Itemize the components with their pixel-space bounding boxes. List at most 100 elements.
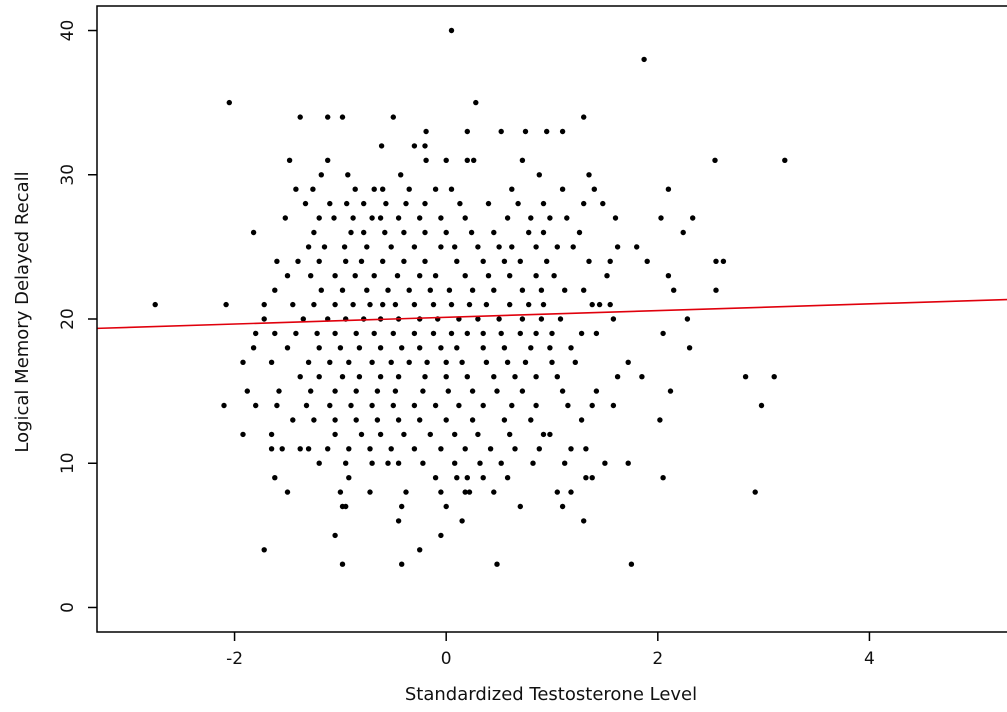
data-point xyxy=(771,374,777,380)
data-point xyxy=(667,388,674,394)
data-point xyxy=(589,475,595,481)
data-point xyxy=(364,244,370,250)
data-point xyxy=(614,244,621,250)
data-point xyxy=(332,388,338,394)
data-point xyxy=(660,475,666,481)
data-point xyxy=(369,215,375,221)
data-point xyxy=(424,359,430,365)
data-point xyxy=(512,446,518,452)
data-point xyxy=(568,446,574,452)
data-point xyxy=(332,301,338,308)
data-point xyxy=(374,388,381,394)
data-point xyxy=(310,186,316,192)
data-point xyxy=(327,402,333,409)
data-point xyxy=(614,374,621,380)
data-point xyxy=(279,446,285,452)
data-point xyxy=(377,345,384,351)
data-point xyxy=(554,489,560,495)
data-point xyxy=(540,200,547,207)
data-point xyxy=(367,301,373,308)
data-point xyxy=(462,489,468,495)
data-point xyxy=(293,330,299,337)
data-point xyxy=(346,475,352,481)
data-point xyxy=(559,186,566,192)
data-point xyxy=(454,475,460,481)
data-point xyxy=(152,301,158,308)
data-point xyxy=(671,287,677,293)
data-point xyxy=(456,402,462,409)
data-point xyxy=(713,258,719,264)
x-tick-label: 2 xyxy=(652,649,663,669)
data-point xyxy=(469,417,476,423)
data-point xyxy=(411,402,418,409)
data-point xyxy=(369,402,375,409)
data-point xyxy=(382,229,388,236)
data-point xyxy=(378,143,385,149)
data-point xyxy=(469,287,476,293)
data-point xyxy=(311,301,317,308)
data-point xyxy=(501,417,508,423)
data-point xyxy=(782,157,788,163)
data-point xyxy=(459,359,465,365)
data-point xyxy=(720,258,727,264)
data-point xyxy=(485,200,492,207)
data-point xyxy=(332,273,338,279)
data-point xyxy=(332,417,338,423)
data-point xyxy=(406,359,412,365)
data-point xyxy=(353,388,359,394)
data-point xyxy=(466,489,473,495)
data-point xyxy=(392,388,399,394)
data-point xyxy=(344,200,350,207)
data-point xyxy=(625,460,631,466)
y-tick-label: 10 xyxy=(58,452,78,474)
data-point xyxy=(586,258,592,264)
data-point xyxy=(348,229,354,236)
data-point xyxy=(480,330,486,337)
data-point xyxy=(380,301,386,308)
data-point xyxy=(350,215,356,221)
data-point xyxy=(522,359,529,365)
data-point xyxy=(593,330,600,337)
data-point xyxy=(457,200,463,207)
data-point xyxy=(377,374,384,380)
data-point xyxy=(628,561,635,567)
data-point xyxy=(454,345,460,351)
data-point xyxy=(610,402,617,409)
data-point xyxy=(625,359,631,365)
data-point xyxy=(272,330,278,337)
data-point xyxy=(483,301,490,308)
data-point xyxy=(240,359,246,365)
data-point xyxy=(395,215,402,221)
data-point xyxy=(547,215,553,221)
data-point xyxy=(380,258,386,264)
data-point xyxy=(337,345,344,351)
data-point xyxy=(612,215,619,221)
data-point xyxy=(311,417,317,423)
data-point xyxy=(385,287,391,293)
data-point xyxy=(350,301,356,308)
data-point xyxy=(528,345,534,351)
data-point xyxy=(564,215,570,221)
data-point xyxy=(371,273,377,279)
data-point xyxy=(448,330,455,337)
data-point xyxy=(466,301,473,308)
data-point xyxy=(544,128,550,135)
data-point xyxy=(272,475,278,481)
data-point xyxy=(284,273,291,279)
data-point xyxy=(332,330,338,337)
data-point xyxy=(240,431,246,438)
data-point xyxy=(446,287,453,293)
data-point xyxy=(411,244,418,250)
data-point xyxy=(568,489,574,495)
data-point xyxy=(448,301,455,308)
data-point xyxy=(758,402,765,409)
data-point xyxy=(475,244,481,250)
data-point xyxy=(253,330,259,337)
data-point xyxy=(361,200,367,207)
data-point xyxy=(509,186,515,192)
data-point xyxy=(308,273,314,279)
data-point xyxy=(432,273,439,279)
data-point xyxy=(644,258,650,264)
data-point xyxy=(438,489,444,495)
data-point xyxy=(469,388,476,394)
